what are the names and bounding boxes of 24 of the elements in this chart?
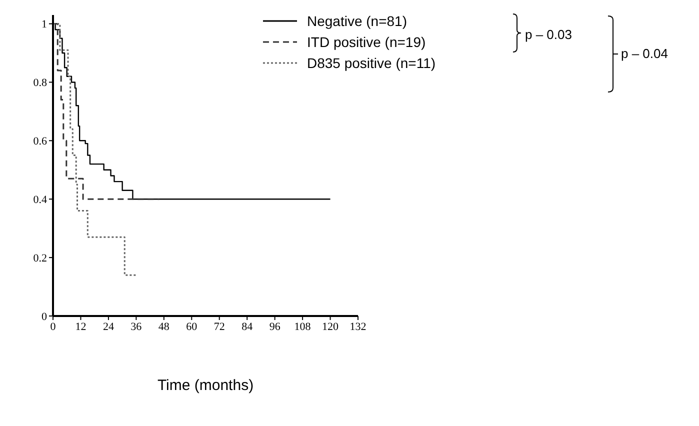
y-tick-label: 0 (42, 310, 48, 323)
x-tick-label: 24 (102, 320, 114, 333)
y-tick-label: 0.2 (33, 252, 47, 264)
y-tick-label: 0.8 (33, 77, 48, 90)
x-axis-title: Time (months) (157, 377, 254, 394)
y-tick-label: 0.4 (33, 194, 48, 206)
x-tick-label: 48 (158, 320, 170, 333)
legend-label: Negative (n=81) (307, 12, 408, 28)
x-tick-label: 108 (294, 320, 312, 333)
text: p – 0.03 (525, 27, 572, 42)
x-tick-label: 132 (350, 320, 366, 333)
y-tick-label: 0.6 (33, 136, 48, 148)
x-tick-label: 60 (186, 320, 198, 333)
x-tick-label: 12 (75, 320, 86, 333)
legend-label: ITD positive (n=19) (307, 34, 426, 50)
legend-label: D835 positive (n=11) (307, 54, 436, 70)
x-tick-label: 84 (242, 320, 254, 333)
x-tick-label: 0 (50, 320, 56, 333)
text: p – 0.04 (621, 46, 668, 61)
x-tick-label: 36 (130, 320, 142, 333)
y-tick-label: 1 (42, 18, 47, 31)
x-tick-label: 72 (214, 320, 225, 333)
x-tick-label: 96 (269, 320, 281, 333)
x-tick-label: 120 (322, 320, 340, 333)
